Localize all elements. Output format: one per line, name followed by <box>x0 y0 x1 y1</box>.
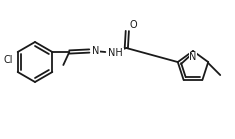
Text: NH: NH <box>108 48 123 58</box>
Text: N: N <box>92 46 100 56</box>
Text: O: O <box>129 20 137 30</box>
Text: N: N <box>189 52 197 62</box>
Text: Cl: Cl <box>3 55 13 65</box>
